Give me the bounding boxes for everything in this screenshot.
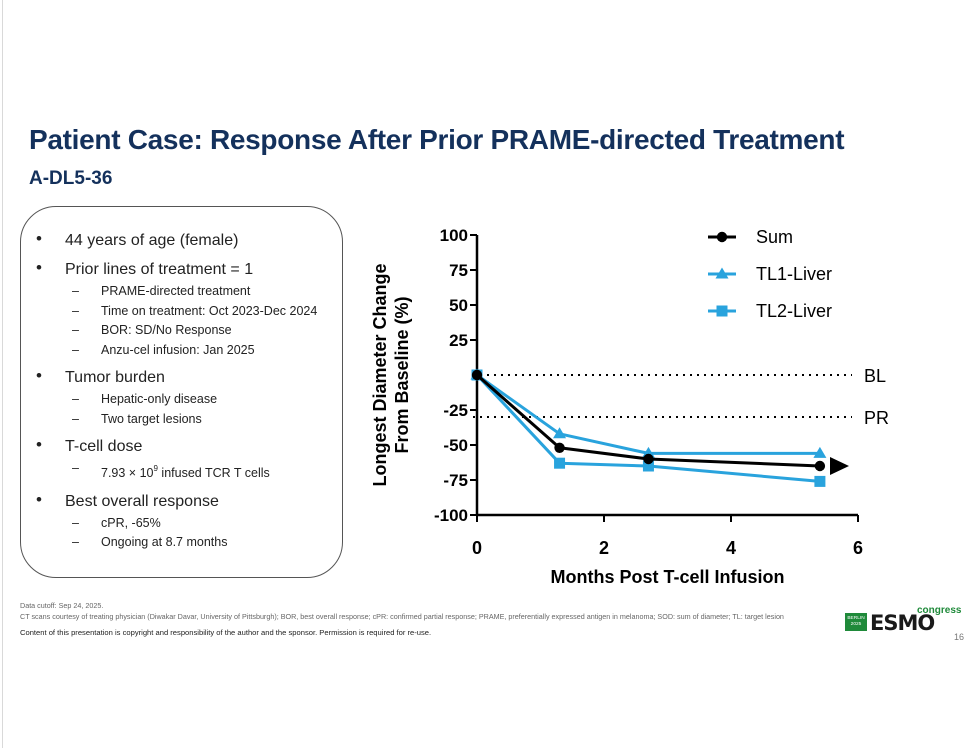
best-response-text: Best overall response bbox=[65, 492, 219, 510]
data-cutoff-note: Data cutoff: Sep 24, 2025. bbox=[20, 601, 104, 610]
abbreviations-note: CT scans courtesy of treating physician … bbox=[20, 611, 784, 621]
data-point-tl2-liver bbox=[642, 460, 654, 472]
bullet-age: 44 years of age (female) bbox=[36, 229, 336, 252]
series-line-sum bbox=[476, 373, 820, 468]
bullet-tcell-dose: T-cell dose 7.93 × 109 infused TCR T cel… bbox=[36, 435, 336, 484]
legend-label-tl1-liver: TL1-Liver bbox=[756, 264, 832, 284]
data-point-sum bbox=[643, 453, 654, 465]
tcell-dose-text: T-cell dose bbox=[65, 438, 143, 455]
data-point-sum bbox=[554, 442, 565, 453]
legend-marker-tl1-liver bbox=[715, 267, 729, 279]
esmo-congress-logo: BERLIN 2025 ESMO congress bbox=[845, 605, 961, 635]
series-line-tl1-liver bbox=[476, 373, 820, 455]
logo-suffix: congress bbox=[917, 605, 962, 616]
legend-marker-sum bbox=[716, 231, 728, 243]
sub-item: Time on treatment: Oct 2023-Dec 2024 bbox=[65, 302, 336, 322]
y-tick-label: 25 bbox=[449, 331, 468, 350]
chart-legend: Sum TL1-Liver TL2-Liver bbox=[708, 227, 832, 321]
bullet-best-response: Best overall response cPR, -65% Ongoing … bbox=[36, 490, 336, 553]
data-point-sum bbox=[814, 460, 826, 472]
sub-item: BOR: SD/No Response bbox=[65, 321, 336, 341]
legend-label-sum: Sum bbox=[756, 227, 793, 247]
y-tick-label: -50 bbox=[443, 436, 468, 455]
sub-item: PRAME-directed treatment bbox=[65, 282, 336, 302]
bullet-prior-lines: Prior lines of treatment = 1 PRAME-direc… bbox=[36, 258, 336, 360]
legend-label-tl2-liver: TL2-Liver bbox=[756, 301, 832, 321]
y-tick-label: 75 bbox=[449, 261, 468, 280]
chart-series bbox=[470, 368, 849, 487]
logo-city-year: BERLIN 2025 bbox=[845, 613, 867, 631]
x-tick-label: 0 bbox=[472, 538, 482, 558]
data-point-tl2-liver bbox=[814, 475, 826, 487]
logo-brand: ESMO bbox=[870, 611, 935, 635]
sub-item: Anzu-cel infusion: Jan 2025 bbox=[65, 341, 336, 361]
sub-item: cPR, -65% bbox=[65, 514, 336, 534]
y-tick-label: -75 bbox=[443, 471, 468, 490]
reference-lines: BL PR bbox=[473, 366, 889, 428]
y-tick-label: 100 bbox=[440, 226, 468, 245]
dose-exponent: 9 bbox=[153, 464, 158, 473]
sub-item: Hepatic-only disease bbox=[65, 390, 336, 410]
y-tick-label: -25 bbox=[443, 401, 468, 420]
case-summary-list: 44 years of age (female) Prior lines of … bbox=[36, 229, 336, 560]
x-axis-label: Months Post T-cell Infusion bbox=[551, 567, 785, 587]
ongoing-response-arrow bbox=[830, 457, 849, 475]
dose-prefix: 7.93 × 10 bbox=[101, 466, 154, 480]
page-number: 16 bbox=[954, 632, 965, 642]
y-tick-label: 50 bbox=[449, 296, 468, 315]
tumor-burden-text: Tumor burden bbox=[65, 369, 165, 386]
slide-title: Patient Case: Response After Prior PRAME… bbox=[29, 124, 845, 155]
slide-edge-line bbox=[2, 0, 3, 748]
data-point-tl2-liver bbox=[554, 457, 566, 469]
data-point-sum bbox=[471, 369, 483, 381]
legend-marker-tl2-liver bbox=[716, 305, 728, 317]
dose-suffix: infused TCR T cells bbox=[157, 466, 270, 480]
series-line-tl2-liver bbox=[475, 373, 821, 483]
y-axis-label-line: From Baseline (%) bbox=[392, 296, 412, 453]
reference-label-pr: PR bbox=[864, 408, 889, 428]
prior-lines-text: Prior lines of treatment = 1 bbox=[65, 261, 254, 278]
y-tick-label: -100 bbox=[434, 506, 468, 525]
x-tick-label: 2 bbox=[599, 538, 609, 558]
age-text: 44 years of age (female) bbox=[65, 232, 239, 249]
data-point-tl1-liver bbox=[553, 427, 567, 439]
x-tick-label: 6 bbox=[853, 538, 863, 558]
sub-item: Ongoing at 8.7 months bbox=[65, 533, 336, 553]
tcell-dose-sublist: 7.93 × 109 infused TCR T cells bbox=[65, 459, 336, 484]
best-response-sublist: cPR, -65% Ongoing at 8.7 months bbox=[65, 514, 336, 553]
slide-subtitle: A-DL5-36 bbox=[29, 168, 113, 189]
tumor-burden-sublist: Hepatic-only disease Two target lesions bbox=[65, 390, 336, 429]
copyright-note: Content of this presentation is copyrigh… bbox=[20, 628, 432, 637]
y-axis-label-line: Longest Diameter Change bbox=[370, 263, 390, 486]
reference-label-bl: BL bbox=[864, 366, 886, 386]
footnotes: Data cutoff: Sep 24, 2025. CT scans cour… bbox=[20, 601, 784, 622]
x-tick-label: 4 bbox=[726, 538, 736, 558]
data-point-tl1-liver bbox=[813, 446, 827, 458]
case-summary-box bbox=[20, 206, 343, 578]
bullet-tumor-burden: Tumor burden Hepatic-only disease Two ta… bbox=[36, 366, 336, 429]
sub-item-dose: 7.93 × 109 infused TCR T cells bbox=[65, 459, 336, 484]
prior-lines-sublist: PRAME-directed treatment Time on treatme… bbox=[65, 282, 336, 360]
sub-item: Two target lesions bbox=[65, 410, 336, 430]
